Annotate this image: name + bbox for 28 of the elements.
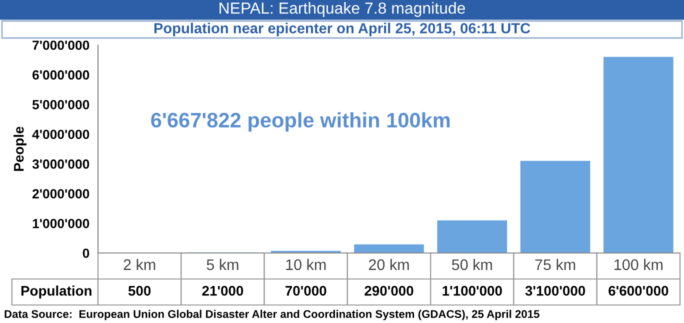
source-note: Data Source: European Union Global Disaster Alter and Coordination System (GDACS), 25 April 2015 xyxy=(4,310,540,320)
x-tick-label: 75 km xyxy=(535,258,576,270)
x-tick-label: 5 km xyxy=(206,258,238,270)
data-label: 290'000 xyxy=(364,286,414,296)
y-tick-label: 7'000'000 xyxy=(32,40,90,50)
y-tick-label: 1'000'000 xyxy=(32,218,90,228)
data-label: 70'000 xyxy=(285,286,326,296)
y-tick-label: 4'000'000 xyxy=(32,130,90,140)
x-tick-label: 20 km xyxy=(368,258,409,270)
chart-subtitle: Population near epicenter on April 25, 2015, 06:11 UTC xyxy=(154,22,530,36)
y-tick-label: 5'000'000 xyxy=(32,100,90,110)
data-label: 500 xyxy=(128,286,151,296)
data-label: 1'100'000 xyxy=(442,286,502,296)
data-label: 6'600'000 xyxy=(608,286,668,296)
y-tick-label: 6'000'000 xyxy=(32,70,90,80)
x-tick-label: 50 km xyxy=(452,258,492,270)
y-axis-title: People xyxy=(14,126,26,171)
data-label: 21'000 xyxy=(202,286,244,296)
x-tick-label: 2 km xyxy=(124,258,156,270)
x-tick-label: 10 km xyxy=(286,258,326,270)
y-tick-label: 2'000'000 xyxy=(32,189,90,198)
x-tick-label: 100 km xyxy=(614,258,662,270)
chart-title: NEPAL: Earthquake 7.8 magnitude xyxy=(220,2,466,17)
annotation: 6'667'822 people within 100km xyxy=(151,112,450,132)
y-tick-label: 3'000'000 xyxy=(32,159,90,169)
y-tick-label: 0 xyxy=(82,248,90,258)
text: Population xyxy=(21,286,92,298)
data-label: 3'100'000 xyxy=(525,286,586,296)
